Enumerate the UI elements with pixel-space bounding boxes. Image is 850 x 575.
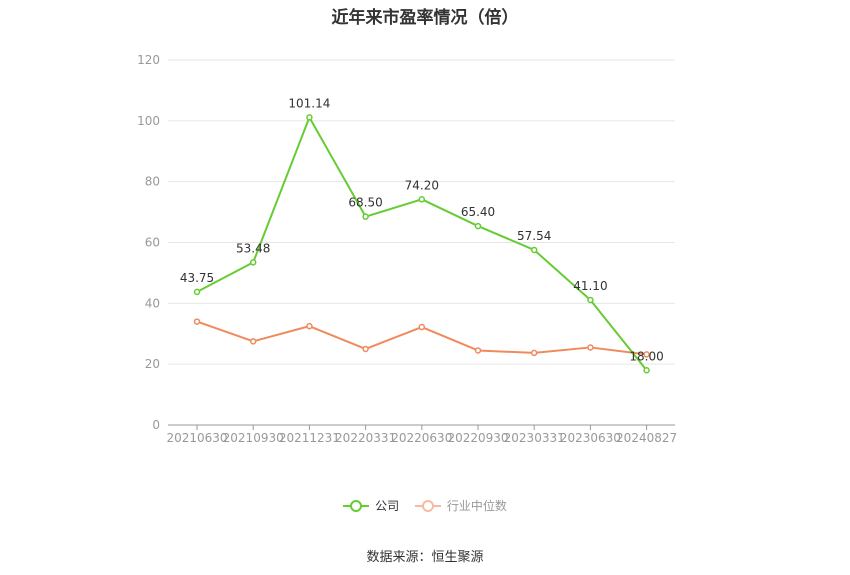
x-tick-label: 20220630 [391,431,452,445]
x-tick-label: 20210630 [166,431,227,445]
y-tick-label: 20 [145,357,160,371]
company-data-point [193,288,201,296]
company-data-label: 68.50 [348,196,382,210]
y-tick-label: 40 [145,296,160,310]
legend-item-company[interactable]: 公司 [343,497,399,514]
y-tick-label: 100 [137,114,160,128]
company-data-label: 18.00 [629,349,663,363]
y-tick-label: 60 [145,236,160,250]
company-data-label: 53.48 [236,241,270,255]
company-data-point [306,114,313,121]
industry-median-data-point [193,318,201,325]
company-data-label: 101.14 [288,96,330,110]
industry-median-data-point [587,344,594,351]
y-tick-label: 0 [152,418,160,432]
legend-company-marker [343,499,370,512]
industry-median-data-point [643,351,650,358]
industry-median-data-point [474,347,482,354]
legend-industry-marker [414,499,441,512]
industry-median-data-point [249,338,257,345]
x-tick-label: 20230331 [504,431,565,445]
company-data-point [474,222,482,230]
y-tick-label: 120 [137,53,160,67]
company-data-label: 41.10 [573,279,607,293]
company-data-point [362,213,369,220]
industry-median-data-point [306,322,313,330]
company-data-point [587,296,594,304]
company-data-point [530,246,538,254]
x-tick-label: 20210930 [223,431,284,445]
company-data-point [418,196,426,203]
x-tick-label: 20240827 [616,431,677,445]
company-data-label: 65.40 [461,205,495,219]
legend-item-industry-median[interactable]: 行业中位数 [414,497,507,514]
legend-industry-label: 行业中位数 [446,499,507,513]
data-source: 数据来源：恒生聚源 [366,550,484,565]
company-data-label: 74.20 [405,178,439,192]
x-tick-label: 20211231 [279,431,340,445]
y-tick-label: 80 [145,175,160,189]
legend: 公司 行业中位数 [0,497,850,516]
legend-company-label: 公司 [375,499,400,513]
company-data-point [249,259,257,266]
industry-median-data-point [362,345,369,353]
company-data-point [643,367,650,374]
company-data-label: 57.54 [517,229,551,243]
x-tick-label: 20220331 [335,431,396,445]
x-tick-label: 20220930 [447,431,508,445]
industry-median-data-point [530,349,538,357]
chart-title: 近年来市盈率情况（倍） [331,8,519,28]
company-data-label: 43.75 [180,271,214,285]
industry-median-data-point [418,323,426,331]
x-tick-label: 20230630 [560,431,621,445]
